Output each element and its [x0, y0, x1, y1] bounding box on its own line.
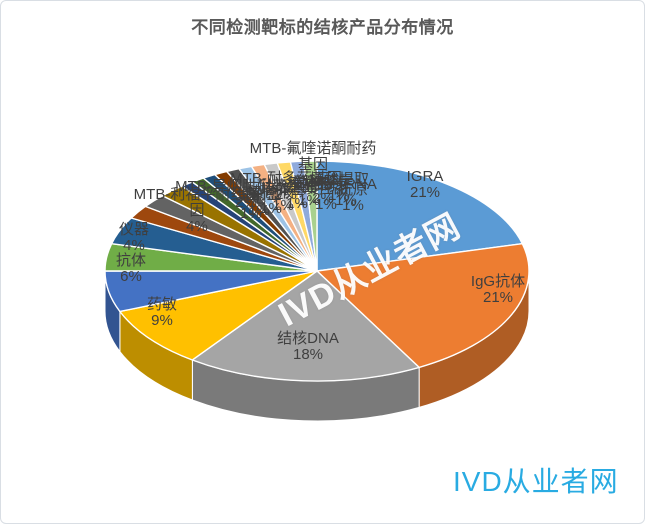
slice-label-12: 抗原 1%	[337, 181, 369, 214]
slice-label-19: 试剂盒 1%	[236, 186, 282, 219]
slice-label-7: MTB-异烟肼耐药基因 2%	[175, 178, 317, 211]
slice-label-2: 结核DNA 18%	[277, 330, 339, 363]
slice-label-6: MTB-利福平耐药基因 4%	[133, 186, 261, 235]
slice-label-15: 校准品 1%	[286, 176, 332, 209]
pie-slice-3	[119, 270, 318, 361]
slice-label-1: IgG抗体 21%	[470, 273, 526, 306]
slice-label-9: 菌种鉴定 2%	[292, 174, 354, 207]
corner-watermark-link[interactable]: IVD从业者网	[453, 466, 619, 497]
slice-label-8: MTB-耐多药基因 2%	[230, 170, 342, 203]
slice-label-17: 培养基 1%	[260, 181, 306, 214]
slice-label-10: MTB-氟喹诺酮耐药 基因 1%	[249, 140, 377, 189]
pie-slice-2	[191, 270, 420, 382]
slice-label-13: 核酸提取 1%	[308, 171, 370, 204]
pie-slice-20	[302, 160, 318, 272]
chart-title: 不同检测靶标的结核产品分布情况	[191, 18, 454, 37]
slice-label-20: 其他 1%	[235, 189, 267, 222]
slice-label-14: 质控品 1%	[303, 180, 349, 213]
slice-label-4: 抗体 6%	[115, 252, 147, 285]
slice-label-18: 染色液 1%	[248, 184, 294, 217]
slice-label-11: 结核RNA 1%	[315, 176, 377, 209]
slice-label-3: 药敏 9%	[146, 296, 178, 329]
slice-label-0: IGRA 21%	[406, 168, 444, 201]
pie-slice-0	[316, 160, 524, 272]
pie-slice-1	[316, 242, 530, 369]
slice-label-5: 仪器 4%	[118, 221, 150, 254]
slice-label-16: 检测卡 1%	[274, 179, 320, 212]
